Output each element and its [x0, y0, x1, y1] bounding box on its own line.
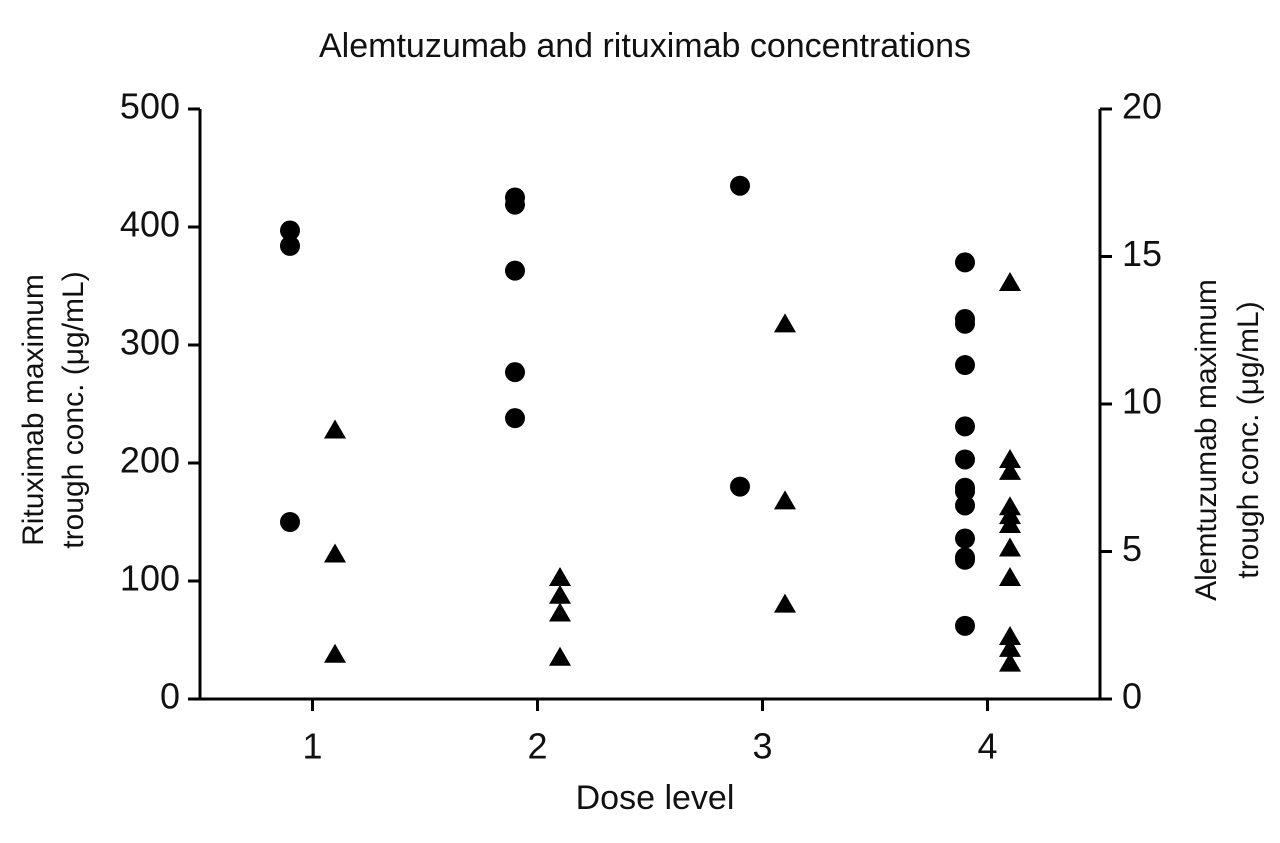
circle-point [280, 220, 300, 241]
y-tick-label: 100 [120, 558, 180, 599]
circle-point [730, 476, 750, 497]
circle-point [955, 495, 975, 516]
circle-point [955, 416, 975, 437]
chart-title: Alemtuzumab and rituximab concentrations [319, 27, 971, 65]
triangle-point [324, 419, 346, 439]
circle-point [730, 175, 750, 196]
triangle-point [774, 490, 796, 510]
triangle-point [549, 646, 571, 666]
triangle-point [999, 652, 1021, 672]
triangle-point [549, 584, 571, 604]
y-axis-label: trough conc. (μg/mL) [57, 271, 90, 548]
y2-tick-label: 15 [1122, 233, 1162, 274]
y2-tick-label: 10 [1122, 381, 1162, 422]
circle-point [280, 235, 300, 256]
triangle-point [324, 643, 346, 663]
x-axis-label: Dose level [576, 779, 735, 817]
y-tick-label: 400 [120, 204, 180, 245]
circle-point [955, 615, 975, 636]
y-tick-label: 500 [120, 86, 180, 127]
circle-point [955, 549, 975, 570]
triangle-point [774, 313, 796, 333]
triangle-point [999, 626, 1021, 646]
x-tick-label: 2 [527, 726, 547, 767]
circle-point [955, 481, 975, 502]
triangle-point [999, 272, 1021, 292]
y2-tick-label: 5 [1122, 528, 1142, 569]
circle-point [955, 252, 975, 273]
triangle-point [999, 460, 1021, 480]
circle-point [955, 355, 975, 376]
circle-point [955, 313, 975, 334]
triangle-point [999, 637, 1021, 657]
x-tick-label: 1 [302, 726, 322, 767]
x-tick-label: 4 [977, 726, 997, 767]
triangle-point [549, 602, 571, 622]
y2-tick-label: 0 [1122, 676, 1142, 717]
triangle-point [549, 567, 571, 587]
y2-tick-label: 20 [1122, 86, 1162, 127]
y2-axis-label: Alemtuzumab maximum [1190, 279, 1223, 601]
triangle-point [999, 567, 1021, 587]
triangle-point [999, 449, 1021, 469]
circle-point [505, 194, 525, 215]
circle-point [505, 408, 525, 429]
x-tick-label: 3 [752, 726, 772, 767]
triangle-point [999, 537, 1021, 557]
circle-point [505, 260, 525, 281]
y-tick-label: 200 [120, 440, 180, 481]
y-tick-label: 300 [120, 322, 180, 363]
circle-point [505, 362, 525, 383]
y2-axis-label: trough conc. (μg/mL) [1232, 301, 1265, 578]
circle-point [280, 512, 300, 532]
y-axis-label: Rituximab maximum [17, 274, 50, 546]
triangle-point [324, 543, 346, 563]
circle-point [955, 449, 975, 470]
circle-point [955, 528, 975, 549]
triangle-point [999, 513, 1021, 533]
triangle-point [774, 593, 796, 613]
y-tick-label: 0 [160, 676, 180, 717]
